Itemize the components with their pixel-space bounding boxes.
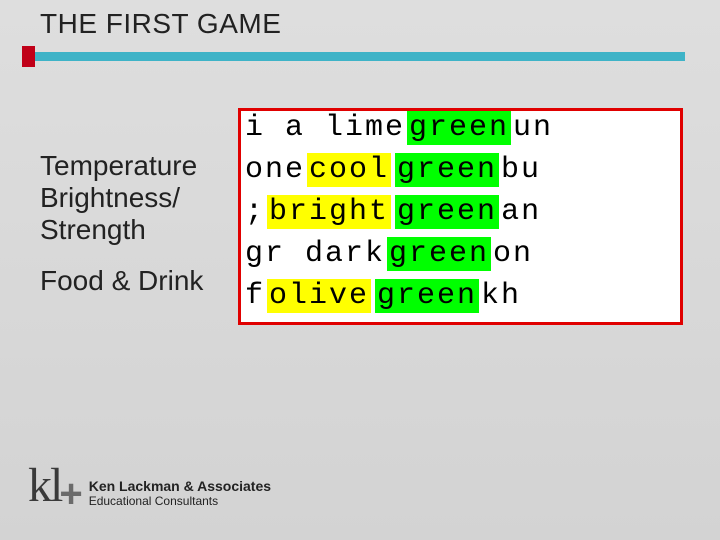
highlight-green: green [407,111,511,145]
word-row: one cool green bu [241,149,680,191]
category-labels: Temperature Brightness/ Strength Food & … [40,150,203,297]
word-text: an [499,195,543,229]
word-text: f [243,279,267,313]
footer-tagline: Educational Consultants [89,494,271,508]
label-temperature: Temperature [40,150,203,182]
accent-box [22,46,35,67]
highlight-yellow: cool [307,153,391,187]
label-strength: Strength [40,214,203,246]
label-brightness: Brightness/ [40,182,203,214]
word-text: i a lime [243,111,407,145]
word-text: one [243,153,307,187]
divider-bar [35,52,685,61]
word-text: un [511,111,555,145]
word-text: ; [243,195,267,229]
highlight-yellow: olive [267,279,371,313]
highlight-green: green [395,153,499,187]
word-text: kh [479,279,523,313]
word-text: bu [499,153,543,187]
word-row: f olive green kh [241,275,680,317]
word-row: i a lime green un [241,108,680,149]
footer-company: Ken Lackman & Associates [89,478,271,494]
highlight-yellow: bright [267,195,391,229]
word-text: on [491,237,535,271]
logo-plus-icon: + [59,474,82,514]
logo-kl: kl [28,462,61,510]
word-row: gr dark green on [241,233,680,275]
word-text: gr dark [243,237,387,271]
highlight-green: green [375,279,479,313]
label-food-drink: Food & Drink [40,265,203,297]
word-row: ; bright green an [241,191,680,233]
footer: kl + Ken Lackman & Associates Educationa… [28,462,271,510]
page-title: THE FIRST GAME [40,8,281,40]
highlight-green: green [395,195,499,229]
highlight-green: green [387,237,491,271]
word-highlight-box: i a lime green unone cool green bu; brig… [238,108,683,325]
